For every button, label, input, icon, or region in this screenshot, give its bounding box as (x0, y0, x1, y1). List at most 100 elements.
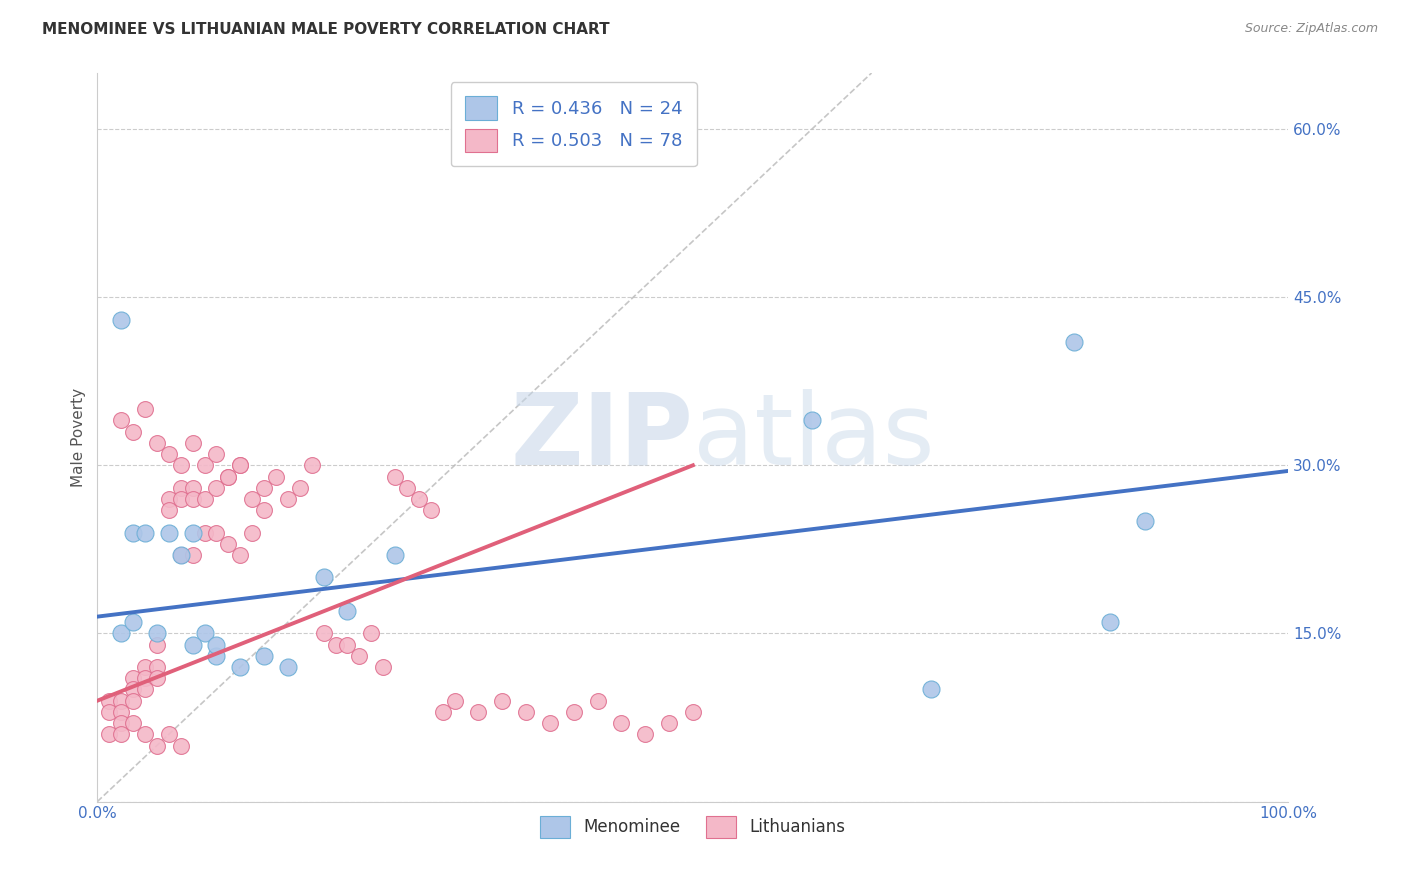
Point (193, 491, 215, 506)
Point (408, 491, 430, 506)
Point (1135, 514, 1157, 528)
Point (170, 491, 193, 506)
Point (240, 525, 263, 540)
Point (193, 626, 215, 640)
Point (181, 638, 204, 652)
Point (205, 481, 228, 495)
Point (110, 413, 132, 427)
Point (146, 638, 169, 652)
Point (515, 705, 537, 719)
Point (122, 716, 145, 731)
Point (312, 626, 335, 640)
Point (122, 525, 145, 540)
Y-axis label: Male Poverty: Male Poverty (72, 388, 86, 487)
Point (110, 694, 132, 708)
Point (229, 458, 252, 473)
Point (146, 671, 169, 685)
Point (1063, 334, 1085, 349)
Point (384, 469, 406, 483)
Point (170, 481, 193, 495)
Point (146, 626, 169, 640)
Point (98, 705, 121, 719)
Point (301, 458, 323, 473)
Point (277, 491, 299, 506)
Point (110, 312, 132, 326)
Point (110, 626, 132, 640)
Point (181, 481, 204, 495)
Point (443, 694, 465, 708)
Point (217, 469, 239, 483)
Text: MENOMINEE VS LITHUANIAN MALE POVERTY CORRELATION CHART: MENOMINEE VS LITHUANIAN MALE POVERTY COR… (42, 22, 610, 37)
Point (122, 425, 145, 439)
Point (110, 705, 132, 719)
Point (157, 503, 180, 517)
Point (288, 481, 311, 495)
Point (325, 638, 347, 652)
Point (217, 537, 239, 551)
Point (336, 638, 359, 652)
Point (205, 638, 228, 652)
Text: atlas: atlas (693, 389, 935, 486)
Point (181, 525, 204, 540)
Point (157, 491, 180, 506)
Point (134, 682, 156, 697)
Point (122, 694, 145, 708)
Point (157, 447, 180, 461)
Point (170, 548, 193, 562)
Point (110, 727, 132, 741)
Point (205, 648, 228, 663)
Point (146, 660, 169, 674)
Point (193, 525, 215, 540)
Point (538, 716, 561, 731)
Point (98, 727, 121, 741)
Point (146, 739, 169, 753)
Point (122, 671, 145, 685)
Point (586, 694, 609, 708)
Point (229, 660, 252, 674)
Point (360, 626, 382, 640)
Point (253, 481, 276, 495)
Point (253, 503, 276, 517)
Point (562, 705, 585, 719)
Point (349, 648, 371, 663)
Point (181, 436, 204, 450)
Point (1098, 615, 1121, 630)
Point (801, 413, 824, 427)
Point (920, 682, 942, 697)
Point (157, 727, 180, 741)
Point (134, 525, 156, 540)
Point (384, 548, 406, 562)
Point (134, 727, 156, 741)
Point (277, 660, 299, 674)
Text: Source: ZipAtlas.com: Source: ZipAtlas.com (1244, 22, 1378, 36)
Point (205, 447, 228, 461)
Point (193, 458, 215, 473)
Legend: Menominee, Lithuanians: Menominee, Lithuanians (534, 810, 852, 844)
Point (170, 458, 193, 473)
Point (432, 705, 454, 719)
Point (229, 548, 252, 562)
Point (122, 682, 145, 697)
Point (253, 648, 276, 663)
Point (98, 694, 121, 708)
Point (217, 469, 239, 483)
Point (181, 548, 204, 562)
Point (146, 436, 169, 450)
Point (634, 727, 657, 741)
Point (610, 716, 633, 731)
Point (181, 491, 204, 506)
Point (312, 570, 335, 584)
Point (170, 548, 193, 562)
Point (264, 469, 287, 483)
Point (170, 739, 193, 753)
Text: ZIP: ZIP (510, 389, 693, 486)
Point (157, 525, 180, 540)
Point (373, 660, 395, 674)
Point (467, 705, 489, 719)
Point (122, 615, 145, 630)
Point (395, 481, 418, 495)
Point (110, 716, 132, 731)
Point (240, 491, 263, 506)
Point (134, 402, 156, 417)
Point (134, 671, 156, 685)
